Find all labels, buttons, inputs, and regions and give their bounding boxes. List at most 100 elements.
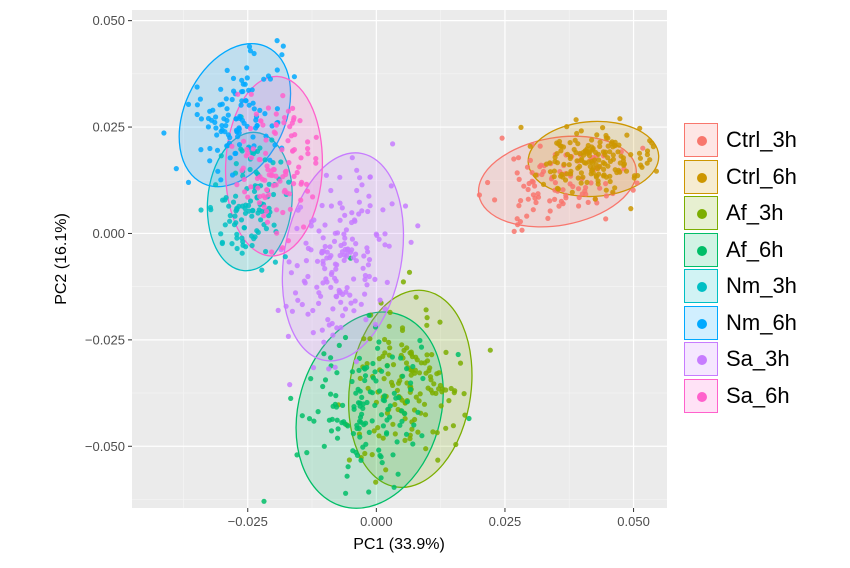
point-nm-6h [198, 147, 204, 153]
point-nm-3h [286, 179, 292, 185]
point-nm-3h [208, 207, 214, 213]
point-af-6h [373, 378, 379, 384]
point-af-3h [400, 279, 406, 285]
point-af-3h [392, 401, 398, 408]
point-af-6h [411, 422, 417, 428]
point-sa-6h [294, 169, 300, 176]
point-ctrl-6h [621, 162, 627, 168]
legend-dot [697, 355, 707, 366]
legend-key [684, 123, 718, 158]
legend: Ctrl_3h Ctrl_6h Af_3h Af_6h Nm_3h Nm_6h Sa_3h S… [684, 122, 797, 414]
point-sa-3h [362, 276, 368, 283]
point-nm-6h [207, 145, 213, 152]
point-sa-6h [313, 134, 319, 140]
point-af-6h [390, 452, 396, 458]
point-af-6h [372, 402, 378, 408]
point-ctrl-6h [555, 141, 562, 147]
legend-dot [697, 282, 707, 293]
point-nm-6h [261, 76, 267, 82]
point-sa-3h [384, 279, 390, 285]
point-sa-3h [303, 258, 309, 264]
legend-label: Nm_6h [726, 309, 797, 335]
point-sa-3h [363, 317, 369, 323]
point-af-6h [418, 344, 425, 350]
point-af-6h [366, 489, 372, 495]
point-af-6h [455, 351, 461, 358]
point-af-3h [407, 436, 413, 442]
point-sa-3h [316, 228, 322, 234]
point-ctrl-6h [560, 174, 566, 180]
point-sa-3h [294, 225, 300, 232]
point-nm-6h [236, 142, 243, 148]
point-nm-3h [263, 248, 269, 255]
point-ctrl-3h [525, 186, 531, 193]
point-sa-3h [364, 245, 370, 251]
point-ctrl-6h [561, 161, 567, 167]
x-axis-label: PC1 (33.9%) [353, 536, 445, 553]
point-sa-6h [269, 172, 275, 178]
point-sa-3h [352, 218, 358, 224]
point-af-6h [308, 376, 314, 382]
point-af-6h [335, 426, 341, 432]
point-sa-6h [248, 184, 254, 190]
point-sa-3h [322, 266, 328, 272]
point-sa-3h [275, 307, 281, 313]
point-sa-3h [331, 238, 338, 244]
point-af-6h [376, 447, 382, 453]
point-sa-3h [332, 230, 338, 236]
point-sa-3h [332, 275, 338, 281]
legend-dot [697, 172, 707, 183]
point-af-3h [416, 398, 422, 404]
point-sa-3h [376, 236, 382, 242]
point-af-3h [364, 361, 370, 367]
point-nm-3h [232, 213, 238, 219]
point-sa-3h [356, 211, 362, 217]
point-sa-3h [337, 289, 343, 295]
point-af-6h [322, 377, 329, 383]
point-af-6h [321, 351, 327, 357]
point-sa-3h [366, 273, 372, 280]
point-af-6h [345, 464, 351, 470]
point-ctrl-6h [554, 160, 561, 166]
point-af-3h [416, 370, 423, 376]
point-af-6h [328, 391, 334, 397]
point-ctrl-6h [610, 189, 616, 195]
point-ctrl-6h [569, 189, 575, 195]
point-ctrl-6h [595, 166, 601, 172]
point-ctrl-3h [516, 203, 522, 209]
point-af-3h [462, 412, 468, 418]
point-ctrl-3h [585, 199, 591, 205]
point-af-3h [404, 380, 410, 386]
point-sa-6h [262, 177, 268, 183]
point-ctrl-6h [573, 117, 579, 123]
point-sa-6h [263, 150, 269, 156]
point-sa-6h [245, 150, 251, 156]
legend-key [684, 342, 718, 377]
point-af-6h [342, 334, 349, 341]
point-af-3h [373, 479, 379, 485]
point-ctrl-6h [605, 163, 611, 169]
point-sa-3h [359, 208, 365, 214]
legend-label: Nm_3h [726, 273, 797, 299]
point-sa-6h [240, 165, 246, 171]
point-nm-6h [244, 75, 250, 81]
point-ctrl-3h [545, 215, 551, 221]
point-nm-3h [269, 137, 275, 143]
point-af-3h [413, 394, 419, 400]
point-ctrl-6h [571, 146, 577, 153]
point-sa-6h [296, 164, 302, 170]
point-af-6h [341, 419, 347, 425]
point-nm-3h [257, 145, 263, 151]
point-nm-3h [219, 239, 225, 245]
x-tick-label: 0.025 [489, 514, 522, 529]
point-sa-3h [328, 203, 334, 209]
point-ctrl-3h [532, 195, 538, 201]
point-ctrl-3h [538, 162, 544, 168]
point-ctrl-3h [524, 213, 530, 219]
point-nm-3h [226, 203, 232, 209]
point-af-6h [385, 406, 391, 412]
point-nm-6h [229, 96, 235, 103]
point-sa-3h [338, 324, 344, 331]
x-axis-ticks: −0.025 0.000 0.025 0.050 [228, 508, 650, 529]
point-ctrl-6h [564, 171, 570, 177]
